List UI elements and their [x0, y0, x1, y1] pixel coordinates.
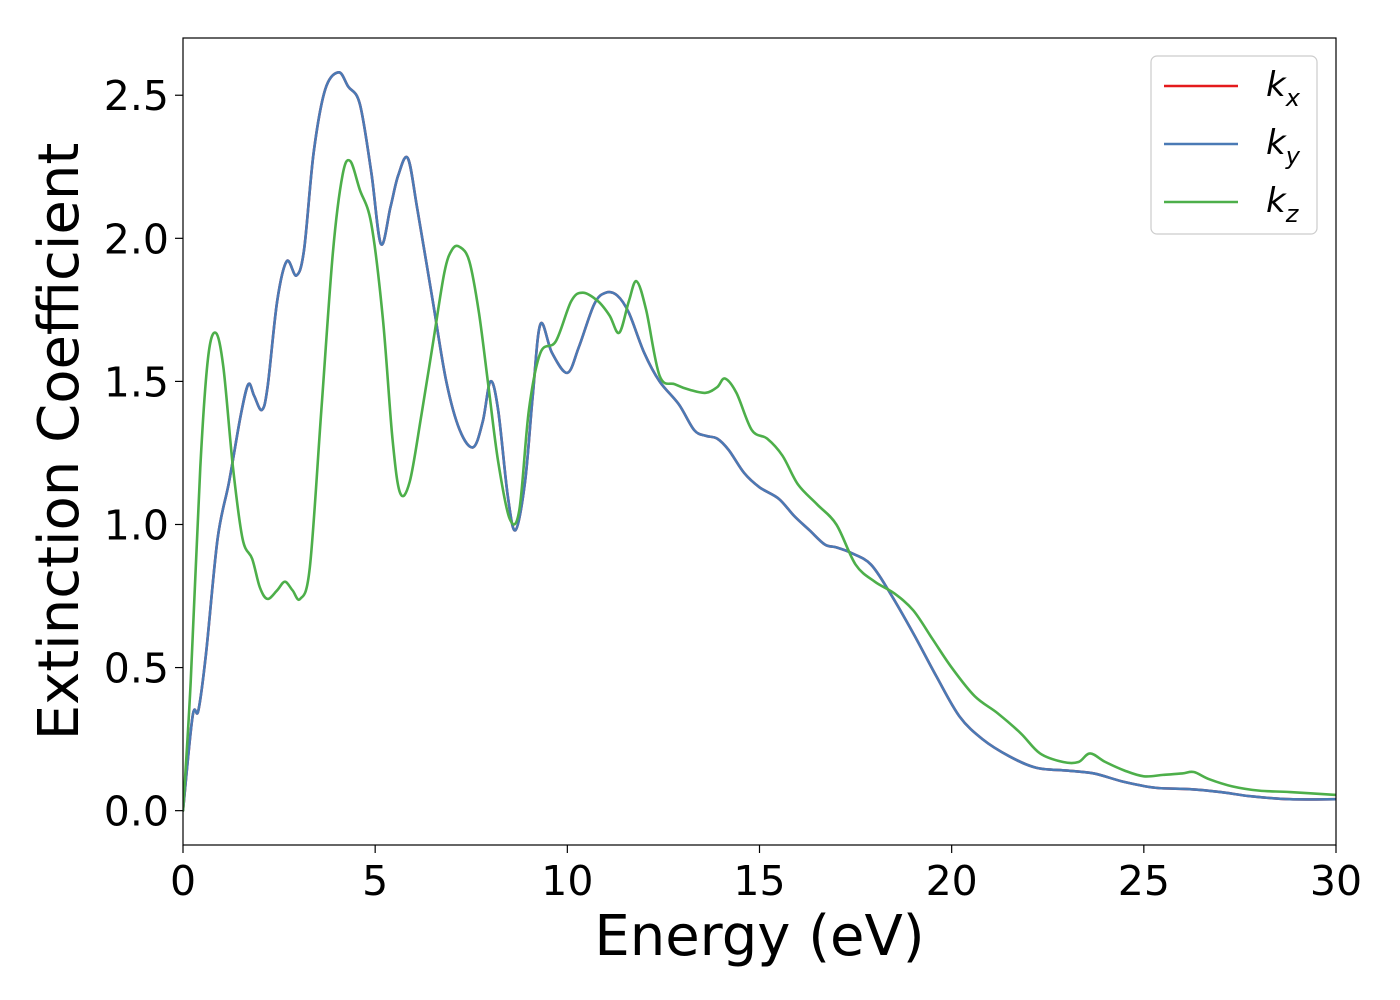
legend: kx ky kz [1150, 55, 1318, 235]
y-tick-label: 1.5 [104, 358, 169, 406]
y-tick-label: 2.0 [104, 215, 169, 263]
series-line-k-z [183, 158, 1336, 812]
series-layer [183, 71, 1336, 812]
x-tick-label: 15 [733, 857, 785, 905]
legend-label-k-x: kx [1266, 65, 1301, 112]
y-tick-label: 0.5 [104, 645, 169, 693]
x-tick-label: 10 [541, 857, 593, 905]
x-tick-label: 25 [1118, 857, 1170, 905]
y-axis-title: Extinction Coefficient [27, 143, 92, 741]
y-tick-label: 2.5 [104, 72, 169, 120]
y-axis: 0.0 0.5 1.0 1.5 2.0 2.5 [104, 72, 183, 836]
x-tick-label: 30 [1310, 857, 1362, 905]
y-tick-label: 0.0 [104, 788, 169, 836]
x-tick-label: 5 [362, 857, 388, 905]
x-axis-title: Energy (eV) [594, 904, 924, 969]
y-tick-label: 1.0 [104, 501, 169, 549]
x-tick-label: 0 [170, 857, 196, 905]
legend-label-k-y: ky [1266, 123, 1301, 170]
legend-label-k-z: kz [1266, 181, 1300, 228]
series-line-k-y [183, 71, 1336, 812]
x-tick-label: 20 [926, 857, 978, 905]
x-axis: 0 5 10 15 20 25 30 [170, 845, 1362, 905]
